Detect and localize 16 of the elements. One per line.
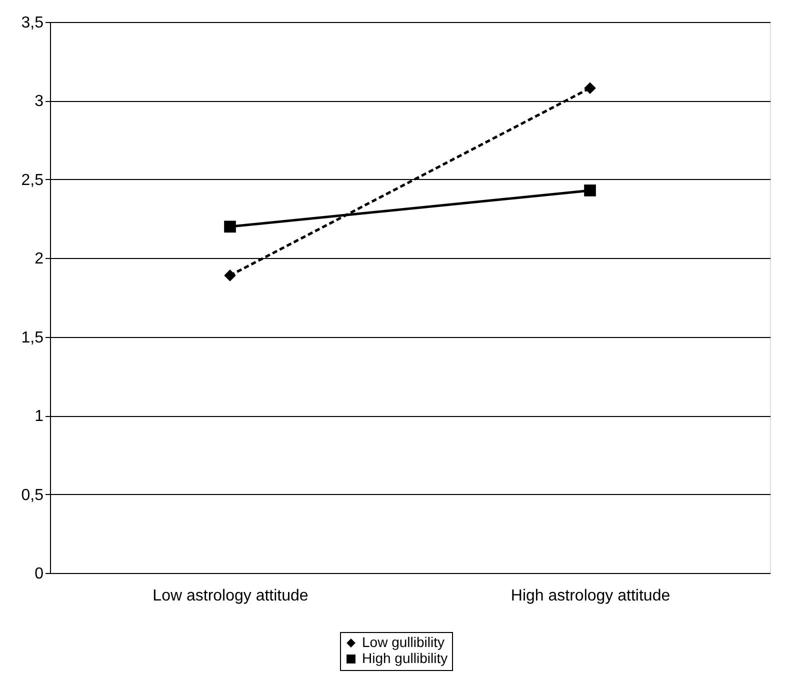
- x-tick-label: Low astrology attitude: [152, 588, 308, 604]
- y-tick-label: 1,5: [21, 329, 44, 346]
- point: [224, 220, 236, 233]
- legend-label: High gullibility: [362, 650, 448, 666]
- y-tick-label: 2: [34, 250, 44, 268]
- y-tick-label: 0: [34, 566, 44, 582]
- point: [584, 82, 596, 94]
- y-tick-label: 2,5: [21, 172, 44, 189]
- y-tick-label: 3: [34, 93, 44, 110]
- y-tick-label: 3,5: [21, 14, 44, 32]
- legend-label: Low gullibility: [362, 634, 444, 650]
- point: [224, 270, 236, 282]
- y-tick-label: 1: [34, 408, 44, 426]
- x-tick-label: High astrology attitude: [510, 588, 670, 604]
- point: [584, 184, 596, 196]
- y-tick-label: 0,5: [21, 486, 44, 504]
